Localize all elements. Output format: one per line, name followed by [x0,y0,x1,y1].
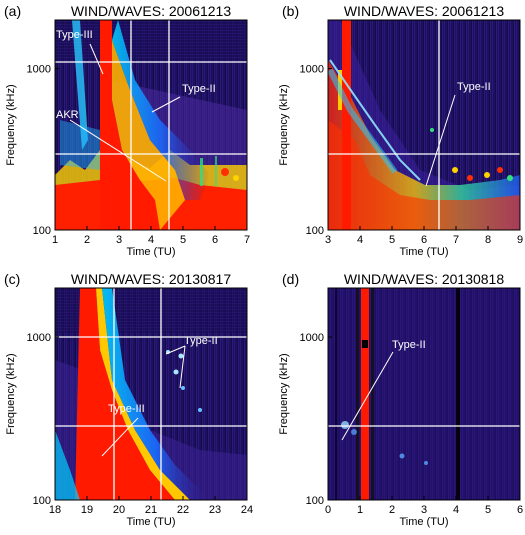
x-tick-label: 0 [325,504,331,516]
x-tick-label: 24 [241,504,253,516]
y-tick-label: 100 [33,495,51,507]
x-tick-label: 20 [113,504,125,516]
spectrogram-d [328,288,520,500]
y-axis-label: Frequency (kHz) [5,84,17,165]
panel-label: (c) [4,271,20,287]
y-axis-label: Frequency (kHz) [278,353,290,434]
y-tick-label: 1000 [300,64,324,76]
panel-label: (b) [282,3,299,19]
x-tick-label: 19 [81,504,93,516]
annotation-label: Type-II [457,81,491,93]
spectrogram-c [55,288,247,500]
spectrogram-a [55,20,247,230]
panel-label: (a) [4,3,21,19]
x-tick-label: 4 [148,234,154,246]
x-tick-label: 5 [180,234,186,246]
x-tick-label: 6 [517,504,523,516]
x-tick-label: 18 [49,504,61,516]
x-tick-label: 1 [52,234,58,246]
chart-title: WIND/WAVES: 20130818 [344,271,505,287]
annotation-label: Type-II [184,335,218,347]
y-tick-label: 1000 [27,332,51,344]
x-tick-label: 7 [244,234,250,246]
panel-label: (d) [282,271,299,287]
x-tick-label: 21 [145,504,157,516]
annotation-label: AKR [56,109,79,121]
x-tick-label: 23 [209,504,221,516]
x-axis-label: Time (TU) [126,246,175,258]
x-tick-label: 1 [357,504,363,516]
x-tick-label: 4 [453,504,459,516]
annotation-label: Type-II [392,339,426,351]
annotation-label: Type-III [56,29,93,41]
x-axis-label: Time (TU) [399,246,448,258]
x-tick-label: 6 [421,234,427,246]
annotation-label: Type-III [108,403,145,415]
x-tick-label: 5 [389,234,395,246]
chart-title: WIND/WAVES: 20061213 [344,3,505,19]
x-tick-label: 7 [453,234,459,246]
y-tick-label: 100 [306,225,324,237]
x-tick-label: 2 [389,504,395,516]
x-tick-label: 4 [357,234,363,246]
x-tick-label: 22 [177,504,189,516]
x-tick-label: 3 [325,234,331,246]
x-tick-label: 5 [485,504,491,516]
chart-title: WIND/WAVES: 20061213 [71,3,232,19]
y-axis-label: Frequency (kHz) [5,353,17,434]
y-tick-label: 1000 [27,64,51,76]
x-axis-label: Time (TU) [126,516,175,528]
x-tick-label: 3 [421,504,427,516]
y-tick-label: 1000 [300,332,324,344]
y-axis-label: Frequency (kHz) [278,84,290,165]
y-tick-label: 100 [33,225,51,237]
x-tick-label: 3 [116,234,122,246]
x-axis-label: Time (TU) [399,516,448,528]
y-tick-label: 100 [306,495,324,507]
x-tick-label: 9 [517,234,523,246]
x-tick-label: 8 [485,234,491,246]
x-tick-label: 2 [84,234,90,246]
spectrogram-b [328,20,520,230]
annotation-label: Type-II [182,83,216,95]
x-tick-label: 6 [212,234,218,246]
chart-title: WIND/WAVES: 20130817 [71,271,232,287]
